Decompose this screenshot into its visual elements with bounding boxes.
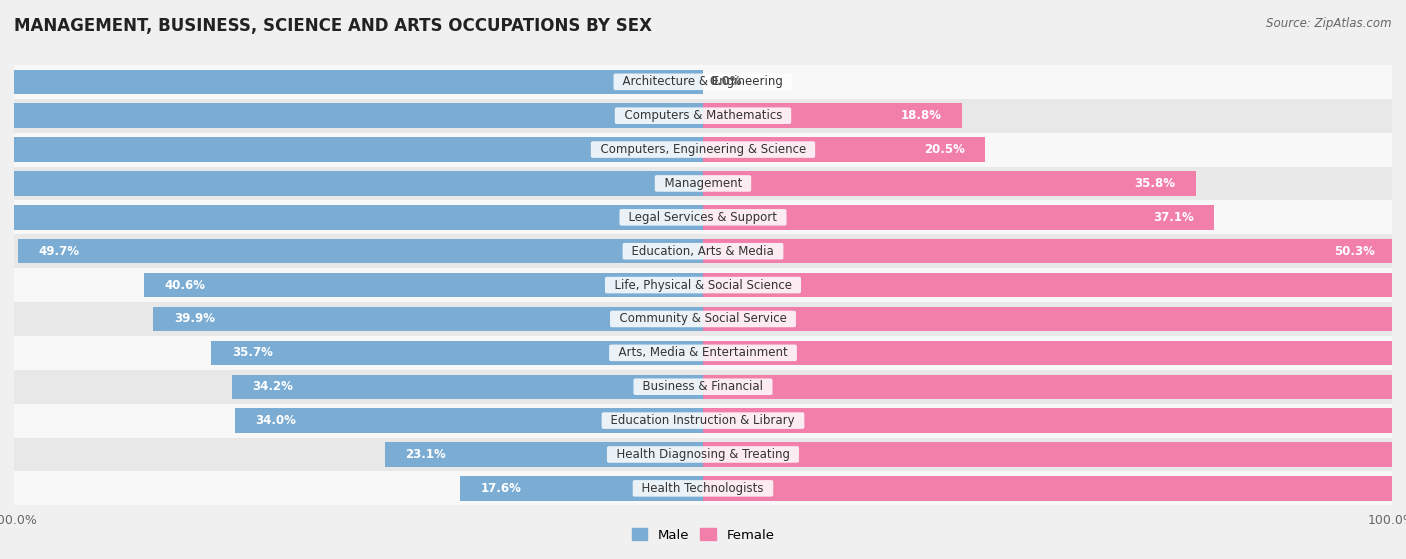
Text: Management: Management	[657, 177, 749, 190]
Bar	[14, 438, 1392, 471]
Bar	[14, 167, 1392, 200]
Bar	[18, 239, 703, 263]
Text: 35.7%: 35.7%	[232, 347, 273, 359]
Bar	[703, 239, 1396, 263]
Bar	[14, 336, 1392, 370]
Bar	[703, 340, 1406, 365]
Text: 17.6%: 17.6%	[481, 482, 522, 495]
Text: Education Instruction & Library: Education Instruction & Library	[603, 414, 803, 427]
Text: 40.6%: 40.6%	[165, 278, 205, 292]
Bar	[14, 234, 1392, 268]
Bar	[703, 375, 1406, 399]
Text: 37.1%: 37.1%	[1153, 211, 1194, 224]
Text: Health Diagnosing & Treating: Health Diagnosing & Treating	[609, 448, 797, 461]
Bar	[235, 409, 703, 433]
Bar	[14, 471, 1392, 505]
Text: Source: ZipAtlas.com: Source: ZipAtlas.com	[1267, 17, 1392, 30]
Text: 23.1%: 23.1%	[405, 448, 446, 461]
Bar	[703, 442, 1406, 467]
Bar	[14, 302, 1392, 336]
Bar	[14, 268, 1392, 302]
Bar	[703, 476, 1406, 500]
Bar	[703, 138, 986, 162]
Bar	[0, 103, 703, 128]
Text: MANAGEMENT, BUSINESS, SCIENCE AND ARTS OCCUPATIONS BY SEX: MANAGEMENT, BUSINESS, SCIENCE AND ARTS O…	[14, 17, 652, 35]
Bar	[0, 138, 703, 162]
Bar	[0, 205, 703, 230]
Text: 50.3%: 50.3%	[1334, 245, 1375, 258]
Bar	[385, 442, 703, 467]
Text: Computers & Mathematics: Computers & Mathematics	[617, 109, 789, 122]
Bar	[0, 70, 703, 94]
Bar	[14, 99, 1392, 132]
Text: Architecture & Engineering: Architecture & Engineering	[616, 75, 790, 88]
Text: 39.9%: 39.9%	[174, 312, 215, 325]
Bar	[14, 200, 1392, 234]
Text: 35.8%: 35.8%	[1135, 177, 1175, 190]
Text: 34.0%: 34.0%	[256, 414, 297, 427]
Bar	[232, 375, 703, 399]
Bar	[143, 273, 703, 297]
Legend: Male, Female: Male, Female	[626, 523, 780, 547]
Text: Education, Arts & Media: Education, Arts & Media	[624, 245, 782, 258]
Bar	[14, 132, 1392, 167]
Text: 0.0%: 0.0%	[710, 75, 742, 88]
Text: 49.7%: 49.7%	[39, 245, 80, 258]
Text: 20.5%: 20.5%	[924, 143, 965, 156]
Bar	[461, 476, 703, 500]
Bar	[211, 340, 703, 365]
Text: Business & Financial: Business & Financial	[636, 380, 770, 393]
Text: Life, Physical & Social Science: Life, Physical & Social Science	[607, 278, 799, 292]
Text: Computers, Engineering & Science: Computers, Engineering & Science	[592, 143, 814, 156]
Bar	[703, 307, 1406, 331]
Bar	[153, 307, 703, 331]
Text: Arts, Media & Entertainment: Arts, Media & Entertainment	[610, 347, 796, 359]
Text: 34.2%: 34.2%	[253, 380, 294, 393]
Bar	[703, 205, 1215, 230]
Bar	[703, 171, 1197, 196]
Bar	[0, 171, 703, 196]
Text: Health Technologists: Health Technologists	[634, 482, 772, 495]
Bar	[703, 409, 1406, 433]
Bar	[14, 404, 1392, 438]
Text: Legal Services & Support: Legal Services & Support	[621, 211, 785, 224]
Bar	[14, 370, 1392, 404]
Text: Community & Social Service: Community & Social Service	[612, 312, 794, 325]
Text: 18.8%: 18.8%	[900, 109, 942, 122]
Bar	[14, 65, 1392, 99]
Bar	[703, 103, 962, 128]
Bar	[703, 273, 1406, 297]
